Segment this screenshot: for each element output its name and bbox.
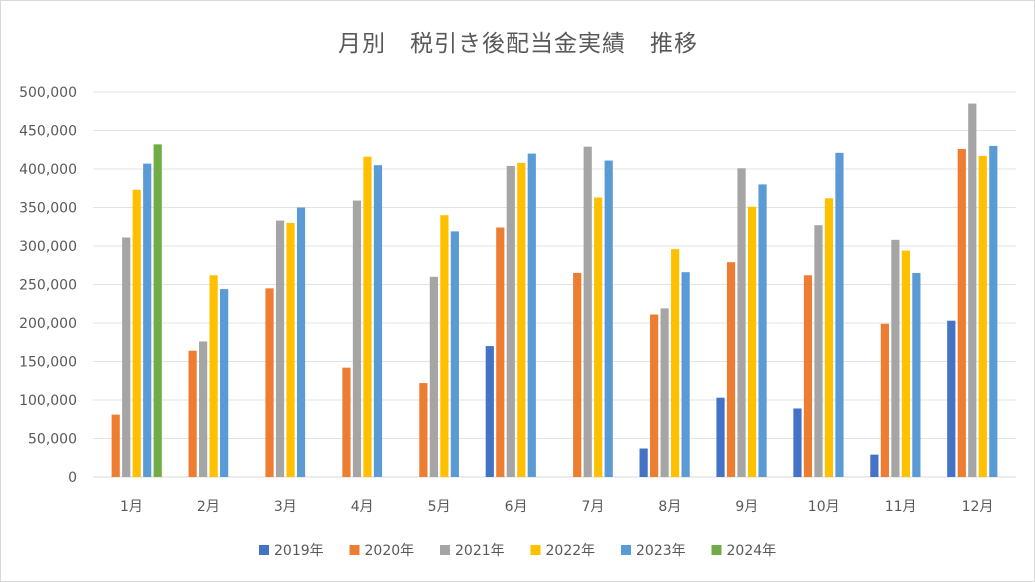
x-tick-label: 10月 (808, 499, 840, 515)
bar (373, 165, 383, 477)
legend-swatch (711, 545, 722, 555)
bar (352, 200, 362, 477)
bar (957, 148, 966, 478)
bar (573, 272, 582, 477)
bar (978, 155, 987, 477)
bar (989, 145, 998, 477)
bar (814, 225, 823, 477)
x-tick-label: 7月 (581, 499, 604, 515)
legend: 2019年 2020年 2021年 2022年 2023年 2024年 (259, 543, 776, 559)
x-tick-label: 8月 (658, 499, 681, 515)
legend-swatch (349, 545, 360, 555)
x-tick-label: 5月 (428, 499, 451, 515)
x-tick-label: 6月 (505, 499, 528, 515)
x-tick-label: 2月 (197, 499, 220, 515)
bar (824, 198, 834, 477)
x-tick-label: 4月 (351, 499, 374, 515)
y-tick-label: 0 (68, 470, 77, 486)
bar (947, 320, 956, 477)
bar (594, 197, 603, 478)
chart-title: 月別 税引き後配当金実績 推移 (338, 31, 698, 57)
bar (265, 288, 274, 477)
y-tick-label: 300,000 (19, 239, 77, 255)
bar (496, 227, 505, 477)
y-tick-label: 200,000 (19, 316, 77, 332)
y-tick-label: 150,000 (19, 355, 77, 371)
bar (835, 152, 844, 477)
bar (747, 206, 757, 478)
bar (604, 160, 613, 477)
x-tick-label: 1月 (120, 499, 143, 515)
bar (527, 153, 536, 477)
bar (737, 168, 746, 478)
y-tick-label: 250,000 (19, 278, 77, 294)
y-tick-label: 100,000 (19, 393, 77, 409)
bar (209, 275, 218, 477)
bar (681, 272, 690, 477)
bar (286, 222, 295, 477)
bar (450, 231, 459, 477)
bar (296, 207, 306, 477)
bar (793, 408, 802, 477)
x-axis-ticks: 1月 2月 3月 4月 5月 6月 7月 8月 9月 10月 11月 12月 (120, 499, 993, 515)
bar (912, 272, 921, 477)
x-tick-label: 11月 (885, 499, 917, 515)
legend-label: 2022年 (546, 543, 596, 559)
bar (639, 448, 648, 477)
bar (650, 314, 659, 477)
y-tick-label: 500,000 (19, 85, 77, 101)
bar (891, 239, 900, 477)
bar (429, 276, 438, 477)
bar (485, 346, 494, 477)
legend-label: 2019年 (274, 543, 324, 559)
bar (517, 162, 526, 477)
gridlines (93, 91, 1016, 478)
bar (583, 146, 592, 478)
y-tick-label: 350,000 (19, 201, 77, 217)
bar (342, 367, 351, 477)
x-tick-label: 9月 (735, 499, 758, 515)
bar (870, 454, 879, 477)
bar (660, 308, 669, 477)
legend-label: 2020年 (365, 543, 415, 559)
legend-swatch (440, 545, 450, 555)
bar (111, 414, 120, 477)
legend-label: 2021年 (455, 543, 505, 559)
legend-label: 2023年 (636, 543, 686, 559)
x-tick-label: 3月 (274, 499, 297, 515)
bars (111, 103, 998, 478)
bar (153, 144, 162, 478)
legend-label: 2024年 (727, 543, 777, 559)
bar (671, 249, 680, 477)
bar (506, 165, 515, 478)
bar (968, 103, 977, 478)
bar (143, 163, 152, 478)
bar (419, 383, 428, 477)
bar (199, 341, 208, 477)
bar (132, 189, 141, 478)
bar (122, 237, 131, 477)
bar (220, 289, 229, 477)
bar (880, 323, 889, 477)
bar (901, 250, 910, 477)
bar (758, 184, 767, 477)
bar (726, 262, 736, 477)
bar (275, 220, 285, 477)
y-tick-label: 400,000 (19, 162, 77, 178)
bar (363, 156, 372, 477)
bar (803, 275, 813, 477)
y-tick-label: 450,000 (19, 124, 77, 140)
bar (440, 215, 449, 477)
legend-swatch (621, 545, 631, 555)
legend-swatch (259, 545, 269, 555)
y-axis-ticks: 0 50,000 100,000 150,000 200,000 250,000 300,0… (19, 85, 77, 486)
bar (716, 397, 725, 477)
y-tick-label: 50,000 (28, 432, 77, 448)
x-tick-label: 12月 (962, 499, 994, 515)
bar (188, 350, 197, 477)
legend-swatch (530, 545, 541, 555)
